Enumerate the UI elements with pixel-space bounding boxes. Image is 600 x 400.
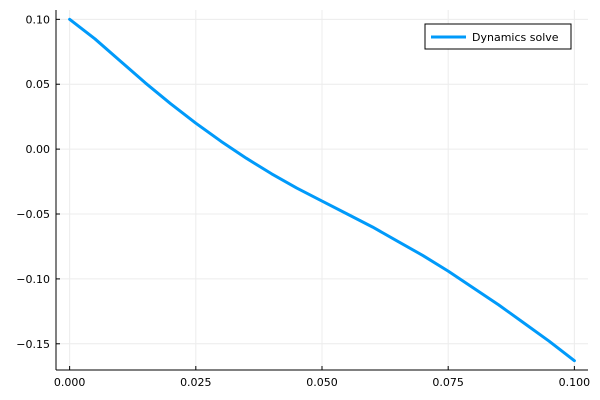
y-tick-label: −0.15 bbox=[16, 338, 50, 351]
x-tick-label: 0.025 bbox=[180, 376, 212, 389]
series bbox=[68, 17, 576, 363]
x-tick-label: 0.075 bbox=[432, 376, 464, 389]
y-tick-label: 0.05 bbox=[26, 78, 51, 91]
legend: Dynamics solve bbox=[424, 23, 572, 50]
y-tick-label: 0.00 bbox=[26, 143, 51, 156]
series-line-0 bbox=[68, 17, 576, 363]
x-tick-label: 0.100 bbox=[559, 376, 591, 389]
legend-label: Dynamics solve bbox=[472, 31, 559, 44]
y-tick-label: −0.05 bbox=[16, 208, 50, 221]
y-tick-label: 0.10 bbox=[26, 13, 51, 26]
y-tick-label: −0.10 bbox=[16, 273, 50, 286]
grid bbox=[56, 10, 588, 370]
x-tick-label: 0.000 bbox=[54, 376, 86, 389]
ticks: 0.000 0.025 0.050 0.075 0.100 0.10 0.05 0.00 −0.… bbox=[16, 13, 590, 389]
x-tick-label: 0.050 bbox=[306, 376, 338, 389]
